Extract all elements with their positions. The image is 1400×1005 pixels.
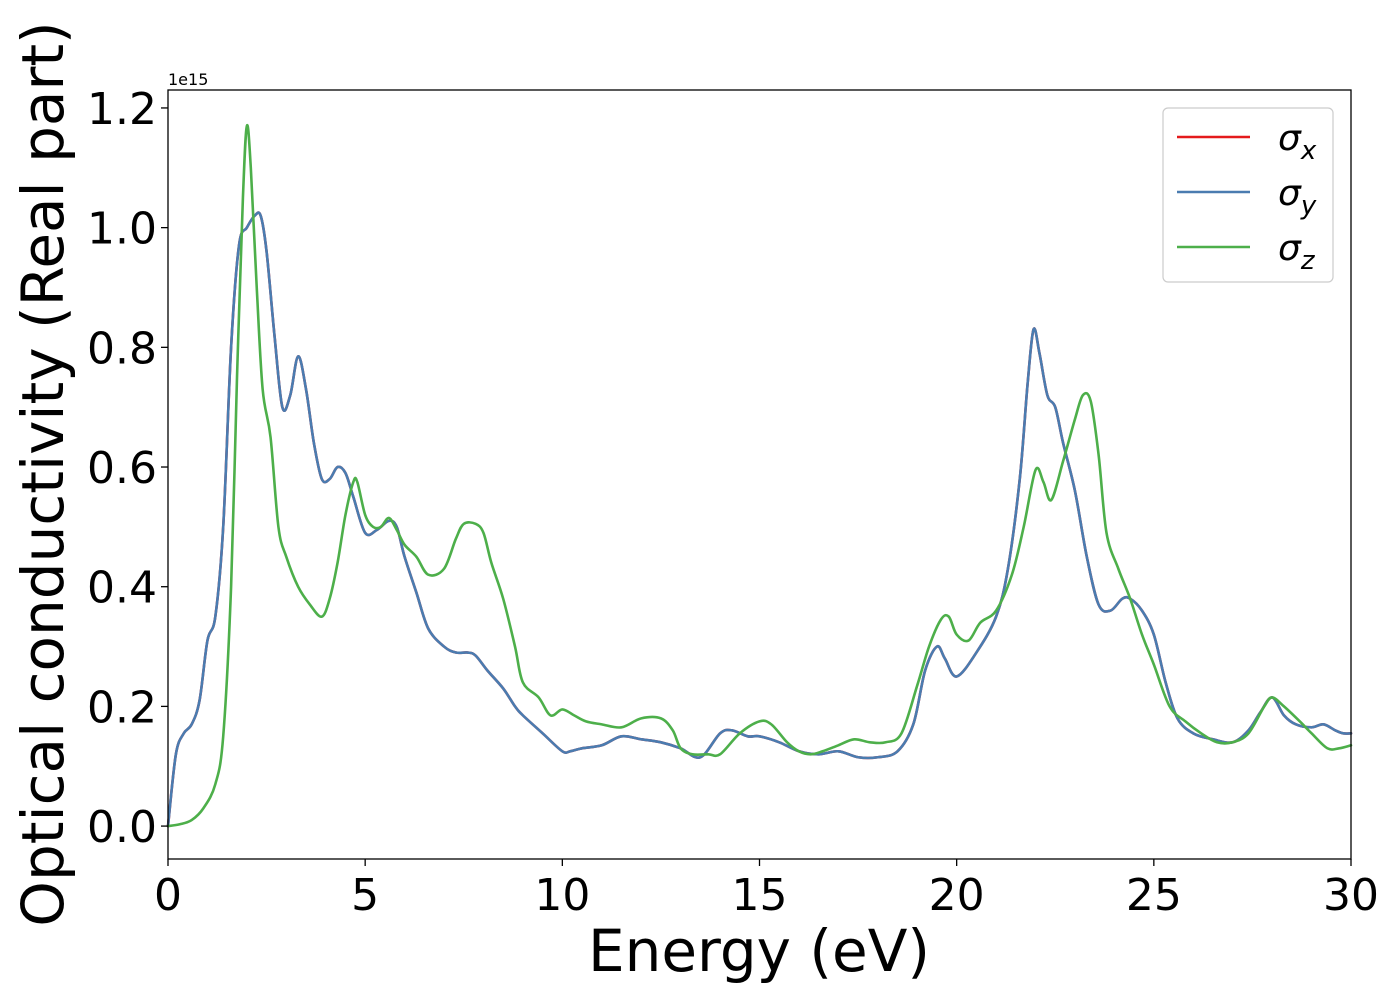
legend-box <box>1162 107 1334 283</box>
x-tick-label: 25 <box>1126 870 1182 921</box>
legend-label: σz <box>1278 228 1316 276</box>
legend-item-z: σz <box>1177 228 1316 276</box>
series-lines <box>166 123 1353 828</box>
y-tick-label: 0.8 <box>87 323 157 374</box>
y-tick-label: 0.6 <box>87 443 157 494</box>
y-axis-offset-label: 1e15 <box>168 70 208 89</box>
legend-item-y: σy <box>1177 173 1317 221</box>
x-axis-title: Energy (eV) <box>588 917 930 985</box>
x-tick-label: 5 <box>351 870 379 921</box>
x-tick-label: 15 <box>732 870 788 921</box>
x-tick-label: 0 <box>154 870 182 921</box>
series-line-z <box>166 123 1353 828</box>
legend-item-x: σx <box>1177 118 1317 166</box>
y-tick-label: 0.2 <box>87 682 157 733</box>
y-axis-title: Optical conductivity (Real part) <box>9 21 77 926</box>
y-axis: 0.0 0.2 0.4 0.6 0.8 1.0 1.2 <box>87 84 168 853</box>
legend: σx σy σz <box>1162 107 1334 283</box>
x-axis: 0 5 10 15 20 25 30 <box>154 859 1379 921</box>
y-tick-label: 0.0 <box>87 802 157 853</box>
legend-label: σy <box>1278 173 1317 221</box>
y-tick-label: 0.4 <box>87 563 157 614</box>
x-tick-label: 30 <box>1323 870 1379 921</box>
y-tick-label: 1.0 <box>87 204 157 255</box>
y-tick-label: 1.2 <box>87 84 157 135</box>
x-tick-label: 20 <box>929 870 985 921</box>
x-tick-label: 10 <box>534 870 590 921</box>
legend-label: σx <box>1278 118 1317 166</box>
